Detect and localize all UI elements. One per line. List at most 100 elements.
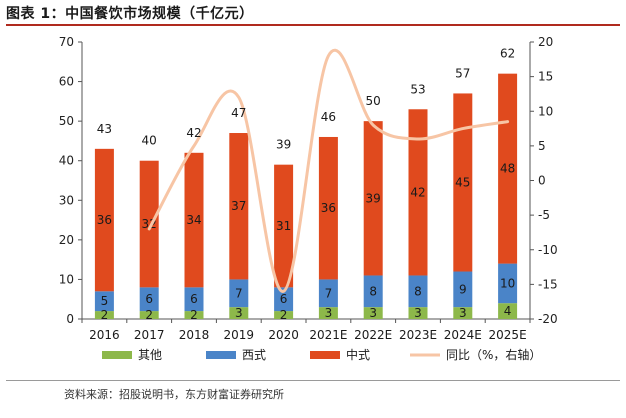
legend-label: 西式: [242, 348, 266, 362]
bar-china: [139, 160, 159, 288]
segment-label-west: 7: [235, 286, 243, 300]
bar-west: [408, 275, 428, 308]
total-label: 40: [142, 134, 157, 148]
yoy-line-layer: [147, 48, 510, 293]
x-tick-label: 2019: [224, 328, 255, 342]
bar-china: [363, 121, 383, 276]
x-tick-label: 2022E: [354, 328, 392, 342]
bar-china: [408, 109, 428, 276]
total-label: 46: [321, 110, 336, 124]
bar-other: [363, 307, 383, 319]
bar-other: [94, 311, 114, 319]
total-label: 47: [231, 106, 246, 120]
bar-west: [274, 287, 294, 312]
y-right-tick-label: -20: [538, 312, 558, 326]
source-note: 资料来源：招股说明书，东方财富证券研究所: [64, 388, 284, 401]
total-label: 39: [276, 138, 291, 152]
bar-west: [139, 287, 159, 312]
segment-label-other: 2: [190, 308, 198, 322]
segment-label-china: 39: [366, 191, 381, 205]
x-tick-label: 2017: [134, 328, 165, 342]
axes: 0 10 20 30 40 50 60 70 -20 -15 -10 -5 0 5 10 15 20: [59, 35, 558, 326]
segment-label-other: 3: [459, 306, 467, 320]
segment-label-other: 3: [235, 306, 243, 320]
y-left-tick-label: 30: [59, 193, 74, 207]
segment-label-china: 37: [231, 199, 246, 213]
y-right-tick-label: 15: [538, 70, 553, 84]
segment-label-china: 42: [410, 185, 425, 199]
x-tick-label: 2025E: [489, 328, 527, 342]
y-right-tick-label: 10: [538, 104, 553, 118]
segment-label-other: 2: [101, 308, 109, 322]
bar-other: [318, 307, 338, 319]
bar-west: [94, 291, 114, 312]
x-tick-label: 2018: [179, 328, 210, 342]
legend-label: 中式: [346, 347, 370, 362]
bar-other: [229, 307, 249, 319]
figure-title: 图表 1：中国餐饮市场规模（千亿元）: [6, 6, 254, 22]
bar-west: [184, 287, 204, 312]
total-label: 50: [366, 94, 381, 108]
total-label: 62: [500, 47, 515, 61]
bar-west: [498, 263, 518, 304]
bar-west: [363, 275, 383, 308]
bars: [94, 73, 518, 319]
title-rule: [6, 24, 620, 26]
total-label: 57: [455, 66, 470, 80]
segment-label-other: 4: [504, 304, 512, 318]
bar-other: [184, 311, 204, 319]
segment-label-west: 9: [459, 282, 467, 296]
bar-china: [229, 133, 249, 280]
y-left-tick-label: 0: [66, 312, 74, 326]
total-label: 53: [410, 82, 425, 96]
x-tick-label: 2023E: [399, 328, 437, 342]
legend-label: 同比（%，右轴）: [446, 347, 541, 362]
y-left-tick-label: 10: [59, 272, 74, 286]
legend-swatch: [206, 351, 236, 359]
segment-label-china: 36: [321, 201, 336, 215]
x-tick-labels: 2016 2017 2018 2019 2020 2021E 2022E 2023E 2024E…: [89, 328, 527, 342]
segment-label-west: 8: [414, 284, 422, 298]
bar-china: [453, 93, 473, 272]
segment-label-other: 3: [414, 306, 422, 320]
bar-china: [318, 136, 338, 280]
x-tick-label: 2020: [268, 328, 299, 342]
segment-label-china: 48: [500, 162, 515, 176]
legend-swatch: [310, 351, 340, 359]
segment-label-west: 6: [190, 292, 198, 306]
segment-label-west: 5: [101, 294, 109, 308]
segment-label-other: 2: [280, 308, 288, 322]
bar-other: [453, 307, 473, 319]
bar-other: [274, 311, 294, 319]
y-left-tick-label: 70: [59, 35, 74, 49]
bar-other: [139, 311, 159, 319]
total-labels: 43 40 42 47 39 46 50 53 57 62: [97, 47, 515, 152]
yoy-line: [147, 48, 510, 293]
x-tick-label: 2024E: [444, 328, 482, 342]
y-right-tick-label: -5: [538, 208, 550, 222]
legend: 其他 西式 中式 同比（%，右轴）: [102, 347, 541, 362]
bar-other: [498, 303, 518, 319]
x-tick-label: 2016: [89, 328, 120, 342]
segment-label-other: 2: [145, 308, 153, 322]
segment-label-china: 31: [276, 219, 291, 233]
segment-label-west: 6: [145, 292, 153, 306]
legend-swatch: [102, 351, 132, 359]
segment-label-west: 10: [500, 276, 515, 290]
legend-label: 其他: [138, 348, 162, 362]
bar-china: [184, 152, 204, 288]
y-right-tick-label: -10: [538, 243, 558, 257]
y-right-tick-label: -15: [538, 277, 558, 291]
bar-west: [318, 279, 338, 308]
bar-other: [408, 307, 428, 319]
y-right-tick-label: 20: [538, 35, 553, 49]
segment-label-other: 3: [369, 306, 377, 320]
segment-label-west: 7: [325, 286, 333, 300]
y-left-tick-label: 40: [59, 154, 74, 168]
segment-label-other: 3: [325, 306, 333, 320]
y-left-tick-label: 60: [59, 75, 74, 89]
y-right-tick-label: 5: [538, 139, 546, 153]
segment-label-china: 34: [186, 213, 201, 227]
segment-label-west: 6: [280, 292, 288, 306]
